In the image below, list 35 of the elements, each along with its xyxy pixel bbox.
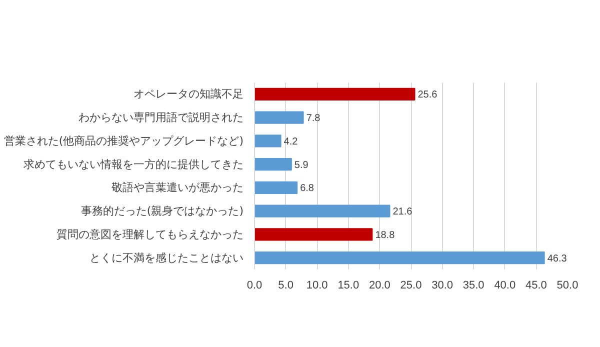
x-tick-label: 15.0 [338,280,360,292]
data-label: 6.8 [300,183,314,194]
y-tick-label: 敬語や言葉遣いが悪かった [112,181,244,194]
y-tick-label: オペレータの知識不足 [134,88,244,101]
y-tick-label: 営業された(他商品の推奨やアップグレードなど) [4,134,244,148]
x-tick-label: 40.0 [494,280,516,292]
x-tick-label: 35.0 [462,280,484,292]
bar [254,181,298,194]
bar [254,228,373,241]
bar [254,88,416,101]
y-tick-label: とくに不満を感じたことはない [90,251,244,264]
bar [254,251,545,264]
data-label: 21.6 [392,206,413,218]
x-tick-label: 10.0 [306,280,328,292]
y-tick-label: わからない専門用語で説明された [78,111,244,124]
data-label: 25.6 [418,90,438,101]
data-label: 7.8 [306,113,321,124]
data-label: 5.9 [294,160,309,171]
bar [254,111,304,124]
y-tick-label: 事務的だった(親身ではなかった) [80,204,244,218]
x-tick-label: 50.0 [556,280,578,292]
y-tick-label: 質問の意図を理解してもらえなかった [56,228,244,241]
data-label: 4.2 [284,136,298,148]
x-tick-label: 25.0 [400,280,422,292]
data-label: 18.8 [375,230,396,241]
x-tick-label: 5.0 [278,280,294,292]
data-label: 46.3 [547,253,568,264]
x-tick-label: 45.0 [525,280,547,292]
bar [254,134,282,148]
x-tick-label: 30.0 [432,280,454,292]
y-tick-label: 求めてもいない情報を一方的に提供してきた [24,158,244,171]
bar [254,204,390,218]
x-tick-label: 0.0 [246,280,262,292]
bar [254,158,292,171]
x-tick-label: 20.0 [368,280,390,292]
